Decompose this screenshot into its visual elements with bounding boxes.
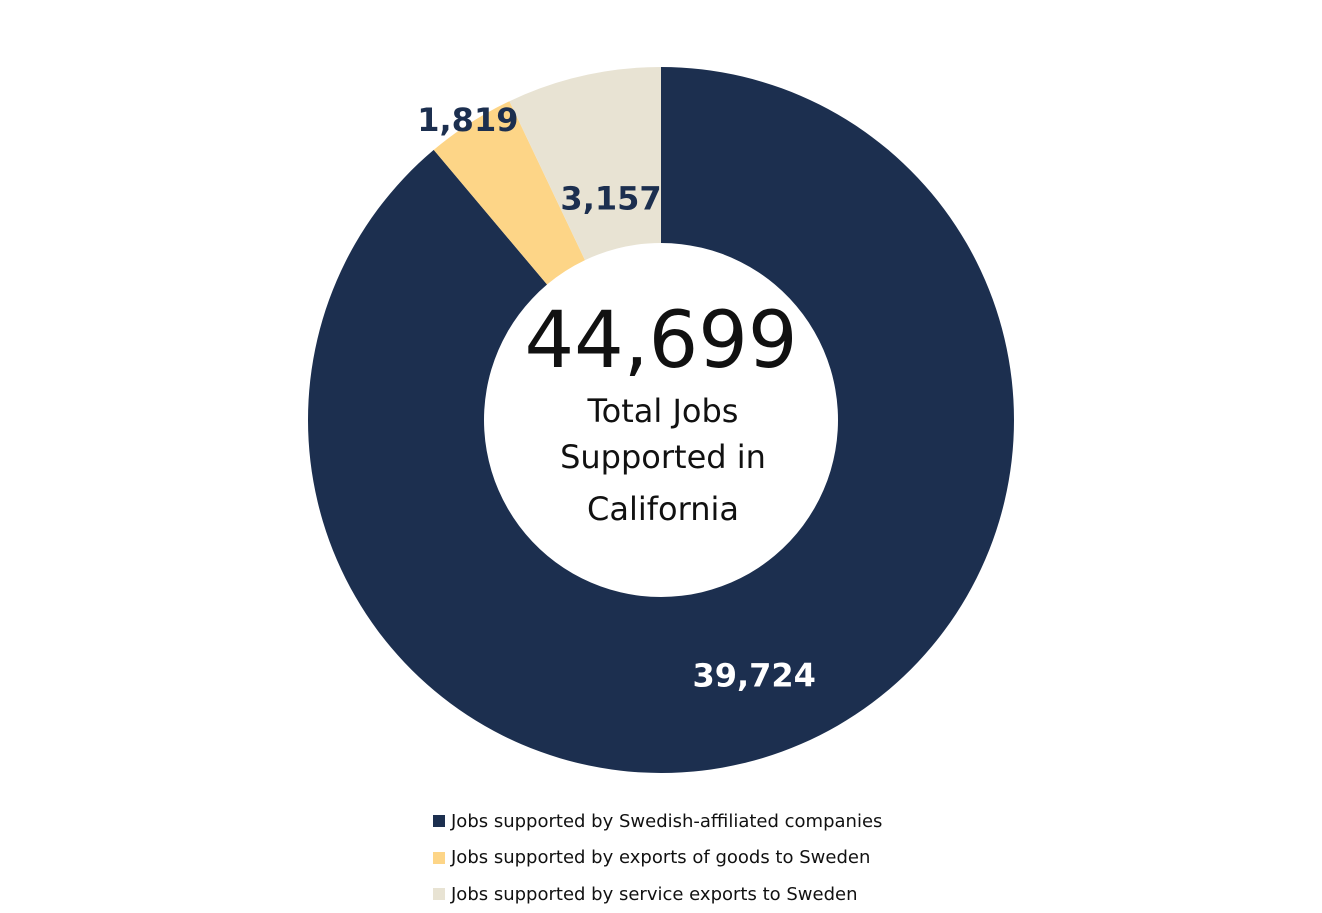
legend-item-goods-exports: Jobs supported by exports of goods to Sw… bbox=[433, 840, 882, 877]
center-caption-line-3: California bbox=[587, 490, 739, 528]
center-caption-line-2: Supported in bbox=[560, 438, 766, 476]
donut-slice-1 bbox=[433, 101, 586, 285]
legend-swatch bbox=[433, 815, 445, 828]
legend-item-swedish-affiliated: Jobs supported by Swedish-affiliated com… bbox=[433, 803, 882, 840]
center-caption-line-1: Total Jobs bbox=[587, 392, 739, 430]
legend-label: Jobs supported by Swedish-affiliated com… bbox=[451, 810, 883, 832]
donut-slice-0 bbox=[307, 67, 1015, 773]
legend-swatch bbox=[433, 851, 445, 864]
donut-slices bbox=[307, 67, 1015, 773]
legend: Jobs supported by Swedish-affiliated com… bbox=[433, 803, 882, 913]
slice-value-label-2: 3,157 bbox=[560, 180, 661, 218]
legend-item-service-exports: Jobs supported by service exports to Swe… bbox=[433, 876, 882, 913]
center-total-value: 44,699 bbox=[525, 296, 798, 386]
legend-label: Jobs supported by service exports to Swe… bbox=[451, 883, 858, 905]
legend-label: Jobs supported by exports of goods to Sw… bbox=[451, 847, 871, 869]
slice-labels: 39,724 1,819 3,157 bbox=[417, 101, 816, 695]
legend-swatch bbox=[433, 888, 445, 901]
donut-slice-2 bbox=[509, 67, 661, 261]
slice-value-label-1: 1,819 bbox=[417, 101, 518, 139]
slice-value-label-0: 39,724 bbox=[692, 657, 815, 695]
